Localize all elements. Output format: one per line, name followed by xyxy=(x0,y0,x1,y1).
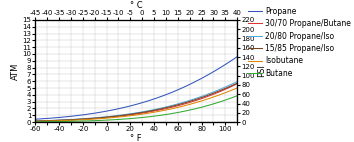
15/85 Propane/Iso xyxy=(179,103,183,105)
Isobutane xyxy=(180,106,184,107)
Butane xyxy=(180,111,184,113)
Line: 15/85 Propane/Iso: 15/85 Propane/Iso xyxy=(35,83,237,121)
Butane xyxy=(160,114,165,116)
15/85 Propane/Iso xyxy=(58,119,62,121)
20/80 Propane/Iso xyxy=(113,115,118,117)
Isobutane xyxy=(235,87,239,89)
30/70 Propane/Butane xyxy=(58,119,62,121)
Line: Isobutane: Isobutane xyxy=(35,88,237,121)
15/85 Propane/Iso xyxy=(160,108,165,109)
15/85 Propane/Iso xyxy=(113,115,118,117)
Legend: Propane, 30/70 Propane/Butane, 20/80 Propane/Iso, 15/85 Propane/Iso, Isobutane, : Propane, 30/70 Propane/Butane, 20/80 Pro… xyxy=(248,7,351,78)
15/85 Propane/Iso xyxy=(33,120,38,122)
Isobutane xyxy=(113,117,118,118)
Line: 20/80 Propane/Iso: 20/80 Propane/Iso xyxy=(35,82,237,121)
15/85 Propane/Iso xyxy=(180,103,184,105)
X-axis label: ° F: ° F xyxy=(131,134,142,142)
Butane xyxy=(58,121,62,122)
30/70 Propane/Butane xyxy=(113,116,118,117)
Isobutane xyxy=(33,121,38,122)
20/80 Propane/Iso xyxy=(58,119,62,121)
15/85 Propane/Iso xyxy=(99,117,103,118)
Line: 30/70 Propane/Butane: 30/70 Propane/Butane xyxy=(35,84,237,121)
Propane xyxy=(160,95,165,97)
20/80 Propane/Iso xyxy=(179,102,183,104)
Propane xyxy=(180,87,184,89)
Butane xyxy=(235,95,239,97)
Line: Propane: Propane xyxy=(35,57,237,119)
30/70 Propane/Butane xyxy=(33,120,38,122)
Butane xyxy=(99,120,103,121)
Propane xyxy=(99,111,103,113)
Propane xyxy=(58,117,62,118)
Propane xyxy=(113,109,118,110)
30/70 Propane/Butane xyxy=(235,83,239,85)
Propane xyxy=(179,88,183,89)
20/80 Propane/Iso xyxy=(180,102,184,104)
30/70 Propane/Butane xyxy=(99,117,103,119)
20/80 Propane/Iso xyxy=(235,81,239,83)
X-axis label: ° C: ° C xyxy=(130,1,143,10)
Butane xyxy=(33,121,38,123)
Isobutane xyxy=(58,120,62,122)
Y-axis label: ATM: ATM xyxy=(11,62,19,80)
Line: Butane: Butane xyxy=(35,96,237,122)
20/80 Propane/Iso xyxy=(33,120,38,122)
20/80 Propane/Iso xyxy=(99,116,103,118)
Propane xyxy=(33,118,38,120)
Isobutane xyxy=(160,110,165,112)
Isobutane xyxy=(179,106,183,107)
20/80 Propane/Iso xyxy=(160,107,165,109)
30/70 Propane/Butane xyxy=(179,104,183,106)
30/70 Propane/Butane xyxy=(160,108,165,110)
Propane xyxy=(235,56,239,58)
Butane xyxy=(113,119,118,121)
30/70 Propane/Butane xyxy=(180,104,184,106)
Butane xyxy=(179,111,183,113)
15/85 Propane/Iso xyxy=(235,82,239,84)
Isobutane xyxy=(99,118,103,119)
Y-axis label: PSI: PSI xyxy=(258,65,267,77)
